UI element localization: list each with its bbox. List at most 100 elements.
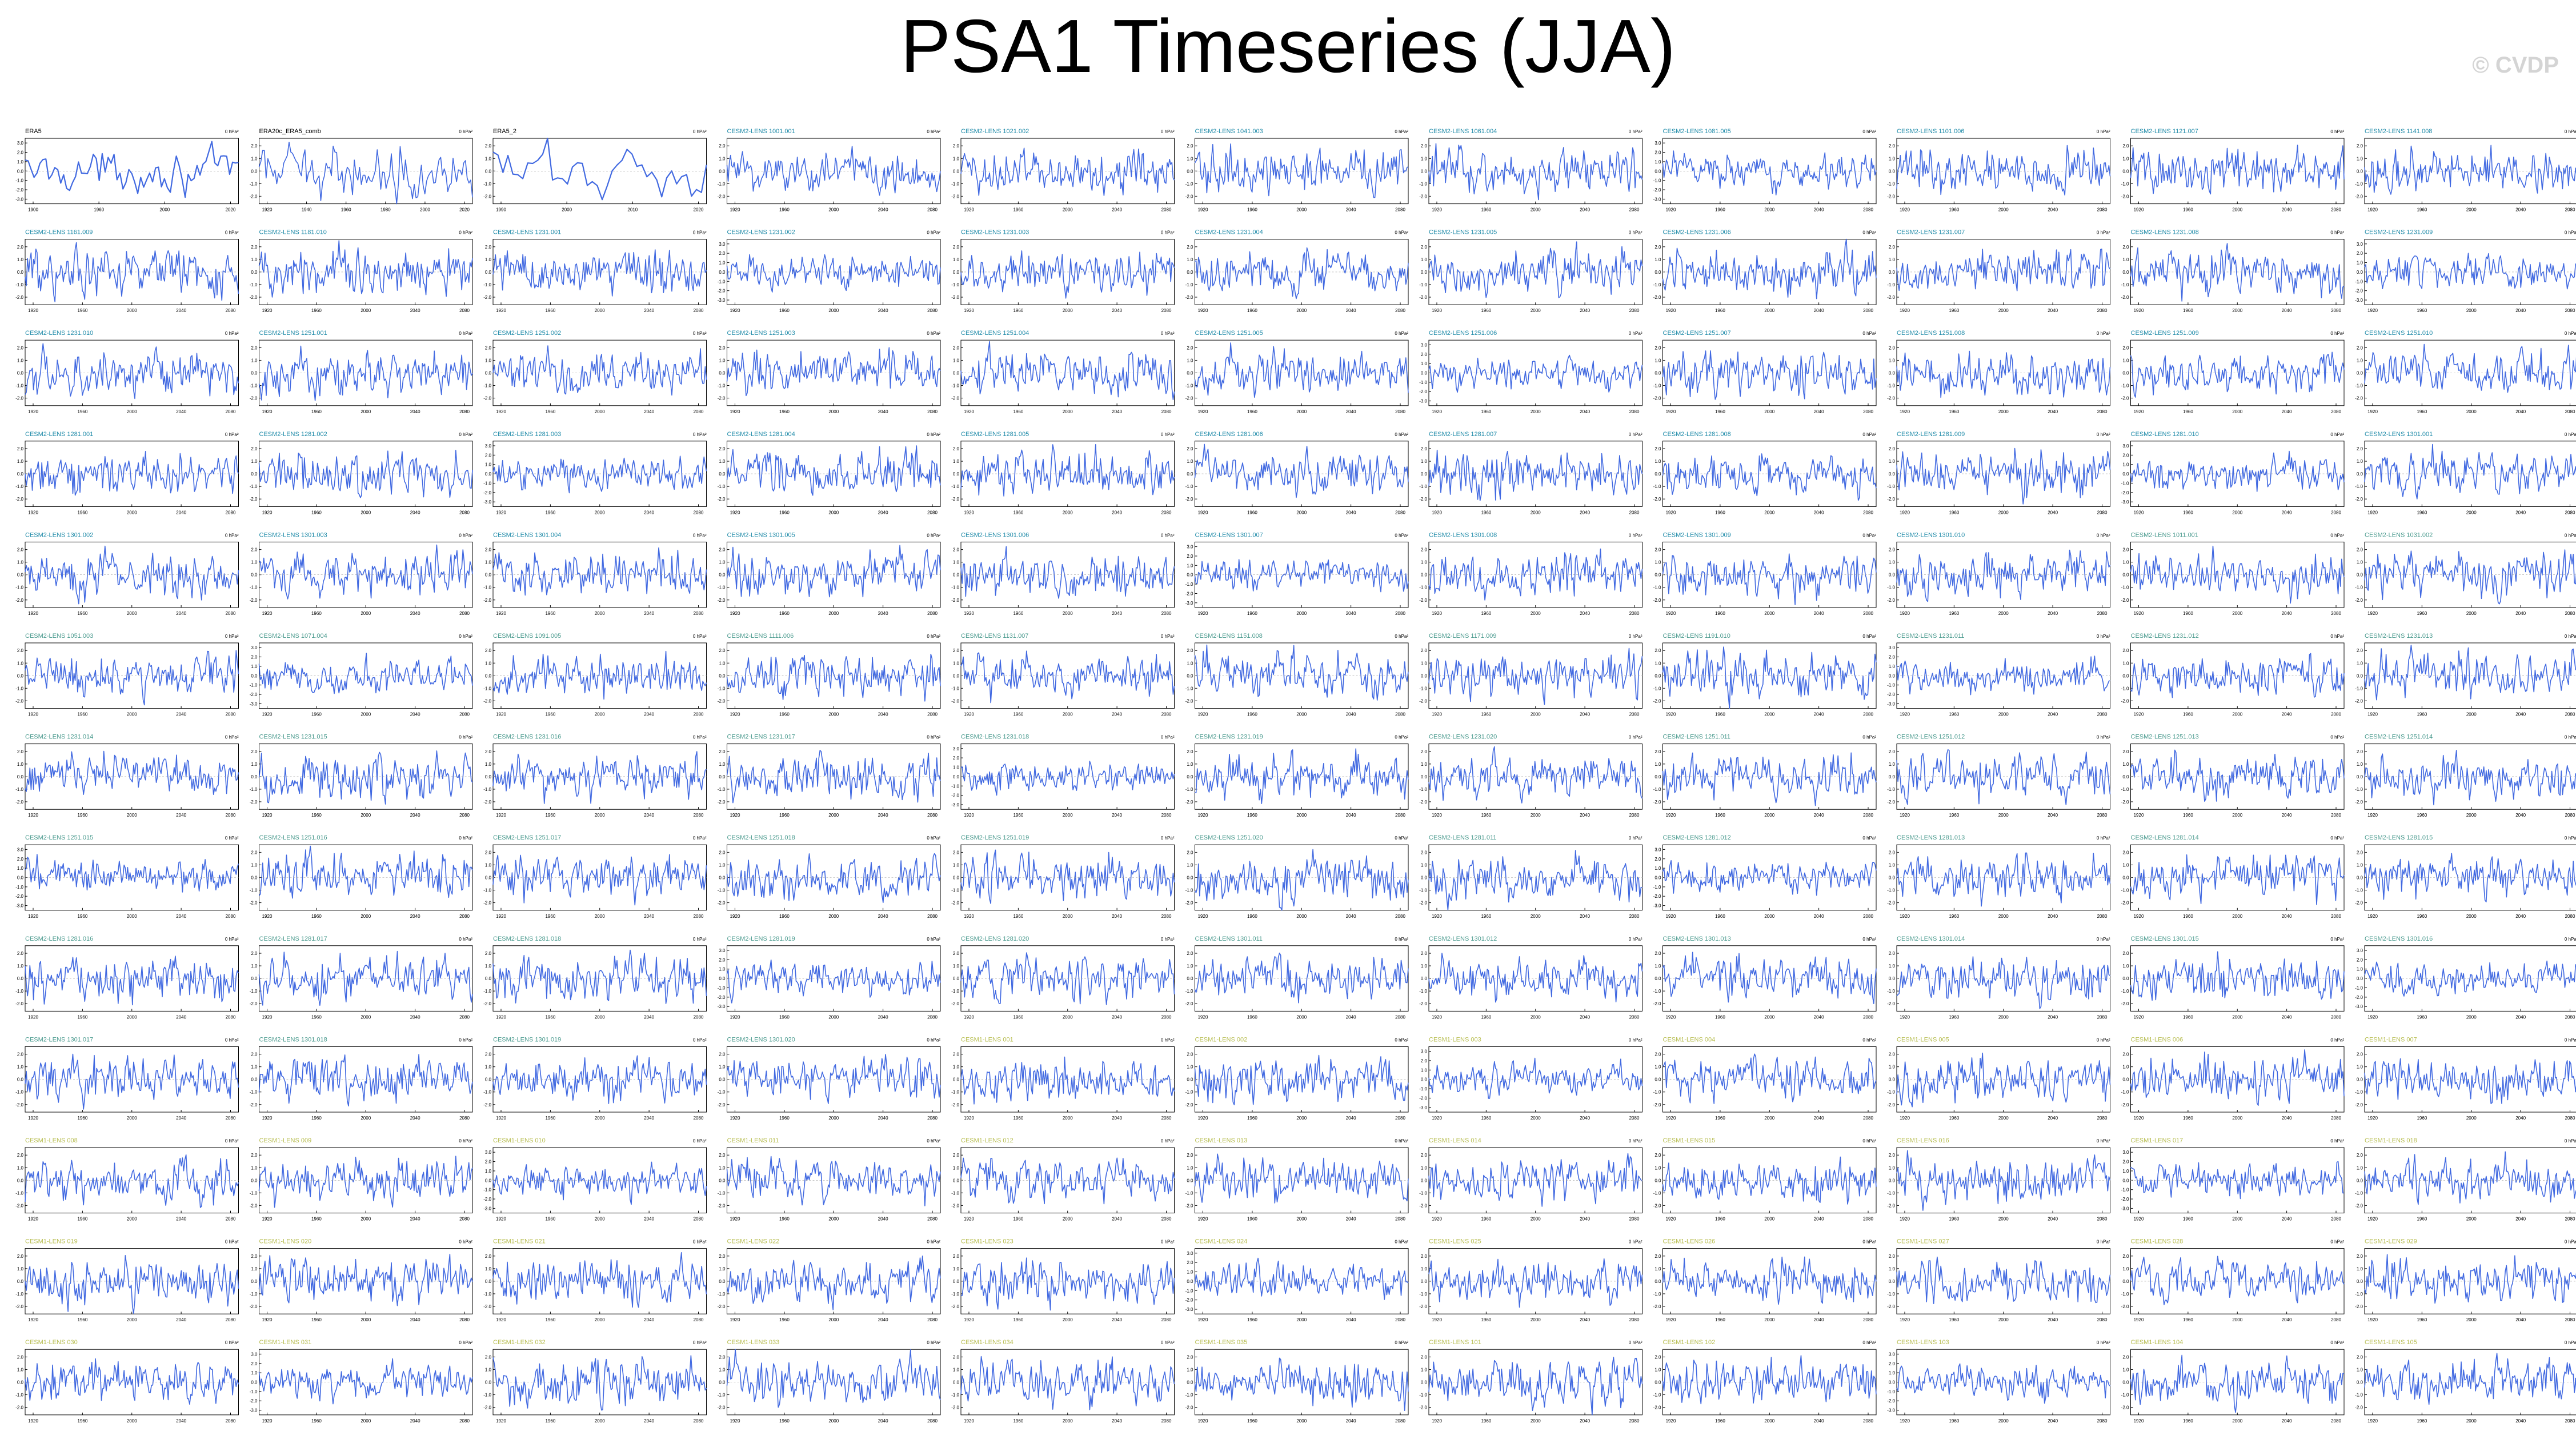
panel-unit-label: 0 hPa² xyxy=(1161,331,1175,336)
panel-title: ERA20c_ERA5_comb xyxy=(259,128,321,135)
timeseries-panel: CESM2-LENS 1161.009 0 hPa²2.01.00.0-1.0-2… xyxy=(15,229,239,313)
x-tick-label: 1920 xyxy=(1432,409,1442,414)
x-tick-label: 2000 xyxy=(828,409,839,414)
y-tick-label: 1.0 xyxy=(485,358,492,363)
x-tick-label: 2000 xyxy=(1063,207,1073,213)
y-tick-label: 1.0 xyxy=(1654,866,1661,871)
y-tick-label: 1.0 xyxy=(1421,1068,1428,1073)
panel-unit-label: 0 hPa² xyxy=(693,1037,707,1042)
x-tick-label: 1960 xyxy=(545,1418,555,1424)
panel-unit-label: 0 hPa² xyxy=(1395,129,1408,134)
panel-title: CESM2-LENS 1041.003 xyxy=(1195,128,1263,135)
x-tick-label: 1920 xyxy=(2367,611,2378,616)
x-tick-label: 2040 xyxy=(2282,207,2292,213)
x-tick-label: 1920 xyxy=(1198,510,1208,515)
x-tick-label: 1920 xyxy=(730,308,740,313)
y-tick-label: 2.0 xyxy=(2357,547,2363,553)
x-tick-label: 2080 xyxy=(226,813,236,818)
y-tick-label: -1.0 xyxy=(250,484,258,489)
x-tick-label: 2080 xyxy=(1395,1116,1405,1121)
y-tick-label: -2.0 xyxy=(250,396,258,401)
series-line xyxy=(726,1256,941,1310)
x-tick-label: 2020 xyxy=(226,207,236,213)
x-tick-label: 1960 xyxy=(1247,1217,1257,1222)
x-tick-label: 2080 xyxy=(1863,409,1873,414)
timeseries-panel: CESM2-LENS 1251.001 0 hPa²2.01.00.0-1.0-2… xyxy=(250,330,473,414)
y-tick-label: 1.0 xyxy=(485,1065,492,1070)
y-tick-label: -1.0 xyxy=(1887,1090,1895,1095)
panel-title: CESM2-LENS 1301.003 xyxy=(259,531,327,538)
panel-unit-label: 0 hPa² xyxy=(2565,836,2576,841)
y-tick-label: -1.0 xyxy=(2355,585,2363,590)
y-tick-label: -1.0 xyxy=(483,888,491,893)
y-tick-label: -2.0 xyxy=(718,698,726,703)
x-tick-label: 2040 xyxy=(878,1116,888,1121)
x-tick-label: 2080 xyxy=(1629,1014,1640,1020)
panel-title: CESM2-LENS 1281.001 xyxy=(25,431,93,438)
series-line xyxy=(25,1358,239,1405)
x-tick-label: 1960 xyxy=(1247,308,1257,313)
x-tick-label: 2000 xyxy=(2466,1116,2477,1121)
x-tick-label: 2080 xyxy=(2331,1418,2341,1424)
y-tick-label: 2.0 xyxy=(1654,150,1661,155)
y-tick-label: 1.0 xyxy=(1421,459,1428,464)
series-line xyxy=(2364,443,2576,499)
y-tick-label: 1.0 xyxy=(251,459,258,464)
x-tick-label: 2000 xyxy=(1063,1014,1073,1020)
x-tick-label: 2080 xyxy=(226,510,236,515)
panel-title: CESM2-LENS 1281.002 xyxy=(259,431,327,438)
x-tick-label: 2080 xyxy=(1863,813,1873,818)
x-tick-label: 1920 xyxy=(496,1116,506,1121)
y-tick-label: 0.0 xyxy=(953,471,960,477)
x-tick-label: 2000 xyxy=(1998,308,2009,313)
timeseries-panel: CESM1-LENS 035 0 hPa²2.01.00.0-1.0-2.0192… xyxy=(1185,1339,1409,1424)
panel-unit-label: 0 hPa² xyxy=(1629,1037,1642,1042)
y-tick-label: 0.0 xyxy=(953,1380,960,1385)
panel-title: CESM2-LENS 1251.003 xyxy=(727,330,795,337)
panel-unit-label: 0 hPa² xyxy=(1862,331,1876,336)
y-tick-label: 1.0 xyxy=(2122,1065,2129,1070)
series-line xyxy=(1428,1057,1643,1099)
x-tick-label: 2080 xyxy=(459,1418,470,1424)
y-tick-label: -1.0 xyxy=(1887,181,1895,186)
y-tick-label: -1.0 xyxy=(1419,380,1427,385)
y-tick-label: -1.0 xyxy=(15,787,23,792)
panel-title: CESM2-LENS 1231.018 xyxy=(961,734,1029,741)
y-tick-label: 0.0 xyxy=(2357,976,2363,981)
panel-unit-label: 0 hPa² xyxy=(1395,432,1408,437)
x-tick-label: 1920 xyxy=(262,510,273,515)
x-tick-label: 2040 xyxy=(2515,1116,2526,1121)
y-tick-label: 0.0 xyxy=(1654,1178,1661,1183)
panel-unit-label: 0 hPa² xyxy=(459,1037,472,1042)
x-tick-label: 2040 xyxy=(2282,1317,2292,1322)
x-tick-label: 1920 xyxy=(28,1014,38,1020)
y-tick-label: -2.0 xyxy=(1419,497,1427,502)
y-tick-label: -1.0 xyxy=(1887,484,1895,489)
timeseries-panel: CESM1-LENS 008 0 hPa²2.01.00.0-1.0-2.0192… xyxy=(15,1137,239,1222)
x-tick-label: 2000 xyxy=(360,813,371,818)
y-tick-label: 0.0 xyxy=(953,1279,960,1284)
x-tick-label: 2080 xyxy=(694,1317,704,1322)
x-tick-label: 1960 xyxy=(2183,611,2193,616)
x-tick-label: 1960 xyxy=(1481,1116,1491,1121)
y-tick-label: 1.0 xyxy=(251,1266,258,1272)
timeseries-panel: CESM2-LENS 1301.018 0 hPa²2.01.00.0-1.0-2… xyxy=(250,1036,473,1121)
y-tick-label: 2.0 xyxy=(485,648,492,653)
y-tick-label: 1.0 xyxy=(251,1065,258,1070)
y-tick-label: 2.0 xyxy=(1654,1052,1661,1057)
y-tick-label: 1.0 xyxy=(719,1165,726,1170)
y-tick-label: 1.0 xyxy=(1889,1065,1896,1070)
x-tick-label: 2000 xyxy=(828,611,839,616)
y-tick-label: -2.0 xyxy=(15,1405,23,1410)
series-line xyxy=(25,650,239,706)
y-tick-label: -1.0 xyxy=(1653,383,1661,389)
x-tick-label: 1920 xyxy=(964,813,974,818)
y-tick-label: -1.0 xyxy=(483,585,491,590)
y-tick-label: 1.0 xyxy=(251,156,258,161)
series-line xyxy=(492,249,707,297)
x-tick-label: 1920 xyxy=(28,712,38,717)
x-tick-label: 2080 xyxy=(1161,409,1172,414)
x-tick-label: 2080 xyxy=(2565,813,2575,818)
